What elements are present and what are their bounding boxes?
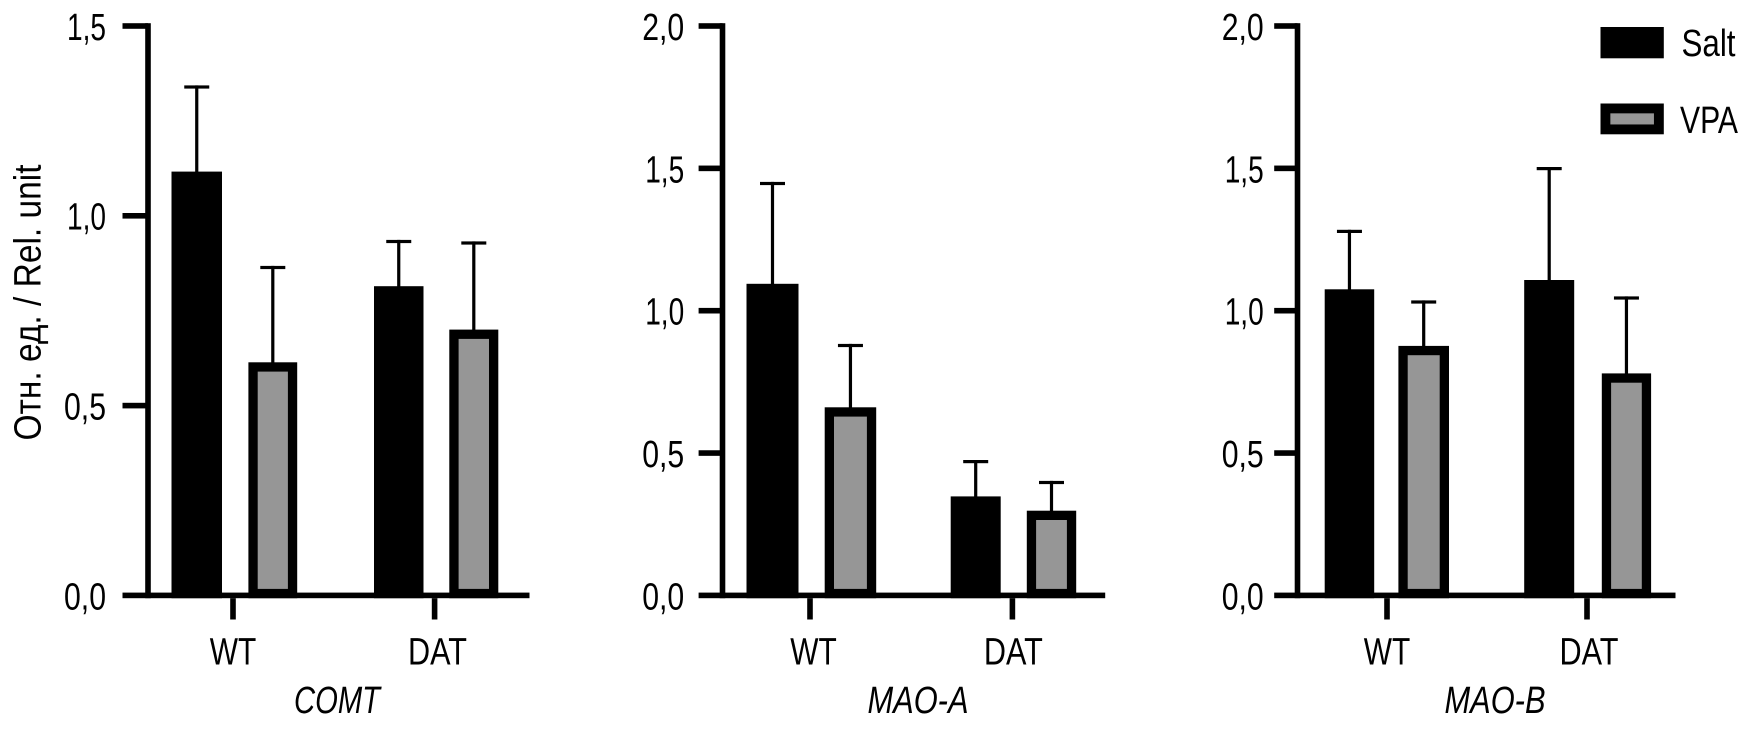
svg-text:MAO-B: MAO-B xyxy=(1445,680,1546,722)
svg-text:1,5: 1,5 xyxy=(645,149,684,191)
svg-text:0,0: 0,0 xyxy=(642,576,684,618)
svg-text:0,0: 0,0 xyxy=(64,576,106,618)
svg-text:WT: WT xyxy=(210,631,257,673)
svg-text:2,0: 2,0 xyxy=(642,7,684,49)
svg-text:0,0: 0,0 xyxy=(1222,576,1264,618)
svg-text:2,0: 2,0 xyxy=(1222,7,1264,49)
svg-text:1,0: 1,0 xyxy=(1225,292,1264,334)
svg-text:Salt: Salt xyxy=(1682,23,1736,65)
svg-text:1,5: 1,5 xyxy=(67,7,106,49)
svg-text:WT: WT xyxy=(790,631,837,673)
svg-text:DAT: DAT xyxy=(408,631,467,673)
svg-text:WT: WT xyxy=(1364,631,1411,673)
svg-text:Отн. ед. / Rel. unit: Отн. ед. / Rel. unit xyxy=(8,164,50,440)
svg-text:1,0: 1,0 xyxy=(67,197,106,239)
svg-text:0,5: 0,5 xyxy=(1222,434,1264,476)
svg-text:1,5: 1,5 xyxy=(1225,149,1264,191)
svg-text:1,0: 1,0 xyxy=(645,292,684,334)
svg-text:0,5: 0,5 xyxy=(642,434,684,476)
svg-text:0,5: 0,5 xyxy=(64,387,106,429)
svg-text:MAO-A: MAO-A xyxy=(868,680,969,722)
svg-text:VPA: VPA xyxy=(1680,100,1739,142)
svg-text:DAT: DAT xyxy=(1560,631,1619,673)
svg-text:DAT: DAT xyxy=(984,631,1043,673)
svg-text:COMT: COMT xyxy=(294,680,382,722)
